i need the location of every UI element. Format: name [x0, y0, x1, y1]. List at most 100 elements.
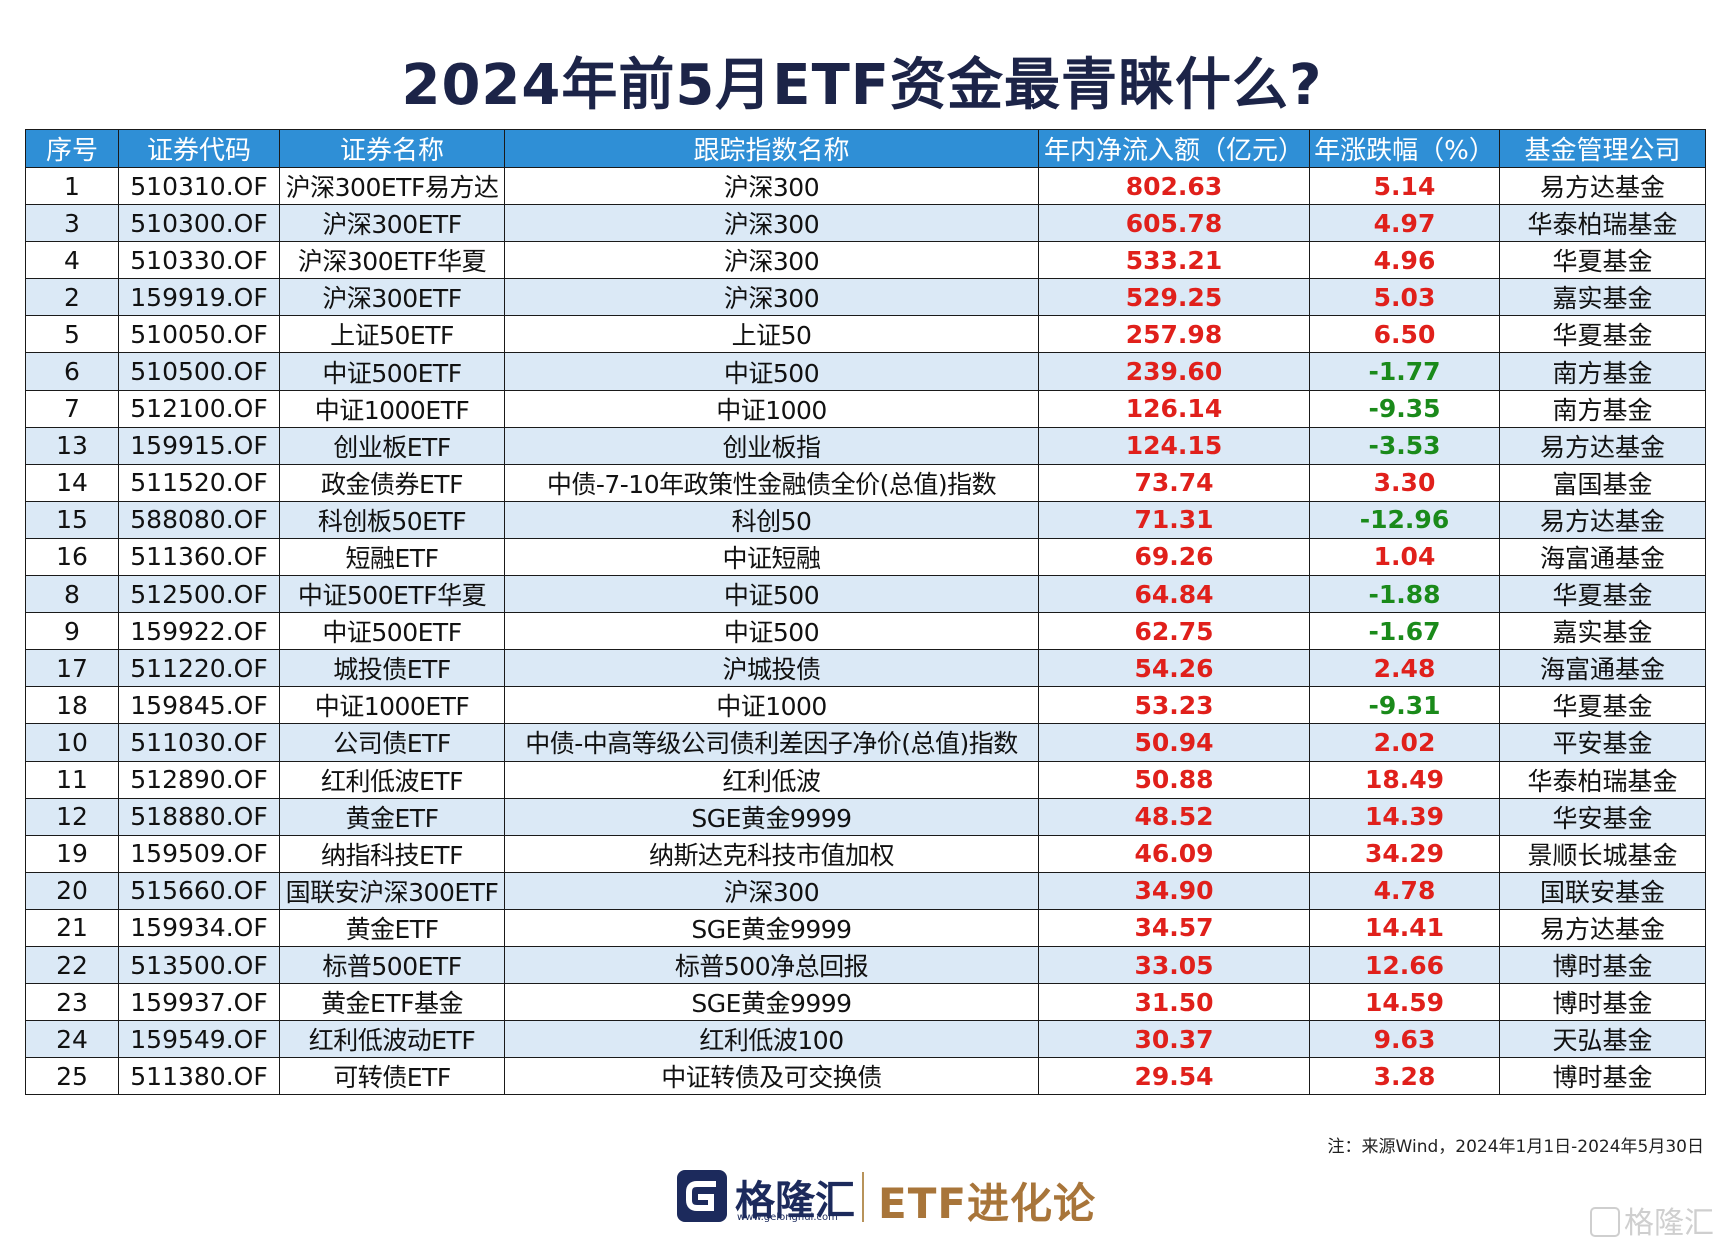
security-code: 159934.OF [118, 908, 280, 947]
index-name: 中证转债及可交换债 [504, 1057, 1039, 1096]
security-name: 黄金ETF基金 [279, 983, 505, 1022]
net-inflow: 239.60 [1038, 352, 1310, 391]
index-name: 红利低波 [504, 760, 1039, 799]
annual-change: -1.88 [1309, 575, 1500, 614]
fund-company: 华夏基金 [1499, 241, 1706, 280]
security-code: 159915.OF [118, 426, 280, 465]
net-inflow: 605.78 [1038, 204, 1310, 243]
header-index: 跟踪指数名称 [504, 129, 1039, 168]
table-row: 15 588080.OF 科创板50ETF 科创50 71.31 -12.96 易方达基金 [25, 500, 1706, 539]
net-inflow: 34.57 [1038, 908, 1310, 947]
fund-company: 平安基金 [1499, 723, 1706, 762]
net-inflow: 48.52 [1038, 797, 1310, 836]
annual-change: 6.50 [1309, 315, 1500, 354]
net-inflow: 257.98 [1038, 315, 1310, 354]
net-inflow: 73.74 [1038, 463, 1310, 502]
index-name: 中证500 [504, 612, 1039, 651]
table-row: 23 159937.OF 黄金ETF基金 SGE黄金9999 31.50 14.59 博时基… [25, 983, 1706, 1022]
annual-change: 3.30 [1309, 463, 1500, 502]
security-name: 纳指科技ETF [279, 834, 505, 873]
security-name: 红利低波ETF [279, 760, 505, 799]
table-row: 19 159509.OF 纳指科技ETF 纳斯达克科技市值加权 46.09 34.29 景顺… [25, 834, 1706, 873]
header-name: 证券名称 [279, 129, 505, 168]
fund-company: 易方达基金 [1499, 500, 1706, 539]
row-number: 7 [25, 389, 119, 428]
fund-company: 海富通基金 [1499, 649, 1706, 688]
security-code: 159922.OF [118, 612, 280, 651]
security-name: 中证1000ETF [279, 686, 505, 725]
security-name: 沪深300ETF易方达 [279, 166, 505, 206]
security-code: 511380.OF [118, 1057, 280, 1096]
table-body: 1 510310.OF 沪深300ETF易方达 沪深300 802.63 5.14 易方达基… [25, 166, 1706, 1096]
source-note: 注：来源Wind，2024年1月1日-2024年5月30日 [1327, 1137, 1704, 1157]
index-name: 沪深300 [504, 871, 1039, 910]
footer-divider [862, 1172, 864, 1222]
security-code: 159845.OF [118, 686, 280, 725]
fund-company: 华夏基金 [1499, 575, 1706, 614]
net-inflow: 29.54 [1038, 1057, 1310, 1096]
net-inflow: 69.26 [1038, 537, 1310, 577]
annual-change: 18.49 [1309, 760, 1500, 799]
net-inflow: 31.50 [1038, 983, 1310, 1022]
annual-change: -1.77 [1309, 352, 1500, 391]
index-name: 中债-7-10年政策性金融债全价(总值)指数 [504, 463, 1039, 502]
annual-change: 3.28 [1309, 1057, 1500, 1096]
index-name: SGE黄金9999 [504, 983, 1039, 1022]
table-row: 2 159919.OF 沪深300ETF 沪深300 529.25 5.03 嘉实基金 [25, 278, 1706, 317]
annual-change: 9.63 [1309, 1020, 1500, 1059]
fund-company: 海富通基金 [1499, 537, 1706, 577]
gelonghui-logo-icon [677, 1170, 727, 1222]
security-name: 国联安沪深300ETF [279, 871, 505, 910]
index-name: 纳斯达克科技市值加权 [504, 834, 1039, 873]
annual-change: -9.31 [1309, 686, 1500, 725]
security-name: 黄金ETF [279, 908, 505, 947]
index-name: 红利低波100 [504, 1020, 1039, 1059]
security-code: 159937.OF [118, 983, 280, 1022]
table-row: 8 512500.OF 中证500ETF华夏 中证500 64.84 -1.88 华夏基金 [25, 575, 1706, 614]
security-code: 511220.OF [118, 649, 280, 688]
annual-change: -1.67 [1309, 612, 1500, 651]
fund-company: 博时基金 [1499, 1057, 1706, 1096]
annual-change: 14.59 [1309, 983, 1500, 1022]
security-code: 512890.OF [118, 760, 280, 799]
row-number: 18 [25, 686, 119, 725]
net-inflow: 46.09 [1038, 834, 1310, 873]
security-name: 沪深300ETF [279, 278, 505, 317]
security-name: 中证500ETF [279, 612, 505, 651]
table-row: 7 512100.OF 中证1000ETF 中证1000 126.14 -9.35 南方基金 [25, 389, 1706, 428]
security-name: 中证1000ETF [279, 389, 505, 428]
fund-company: 华泰柏瑞基金 [1499, 204, 1706, 243]
security-name: 创业板ETF [279, 426, 505, 465]
row-number: 25 [25, 1057, 119, 1096]
net-inflow: 802.63 [1038, 166, 1310, 206]
row-number: 4 [25, 241, 119, 280]
index-name: 标普500净总回报 [504, 945, 1039, 985]
brand-name: 格隆汇 [735, 1178, 855, 1224]
row-number: 20 [25, 871, 119, 910]
table-row: 12 518880.OF 黄金ETF SGE黄金9999 48.52 14.39 华安基金 [25, 797, 1706, 836]
table-row: 10 511030.OF 公司债ETF 中债-中高等级公司债利差因子净价(总值)指数 5… [25, 723, 1706, 762]
row-number: 9 [25, 612, 119, 651]
index-name: 创业板指 [504, 426, 1039, 465]
fund-company: 华夏基金 [1499, 315, 1706, 354]
fund-company: 富国基金 [1499, 463, 1706, 502]
index-name: SGE黄金9999 [504, 797, 1039, 836]
row-number: 15 [25, 500, 119, 539]
security-code: 588080.OF [118, 500, 280, 539]
net-inflow: 533.21 [1038, 241, 1310, 280]
net-inflow: 71.31 [1038, 500, 1310, 539]
annual-change: 4.96 [1309, 241, 1500, 280]
security-code: 513500.OF [118, 945, 280, 985]
table-row: 18 159845.OF 中证1000ETF 中证1000 53.23 -9.31 华夏基金 [25, 686, 1706, 725]
index-name: 沪深300 [504, 278, 1039, 317]
table-row: 3 510300.OF 沪深300ETF 沪深300 605.78 4.97 华泰柏瑞基金 [25, 204, 1706, 243]
net-inflow: 62.75 [1038, 612, 1310, 651]
security-name: 城投债ETF [279, 649, 505, 688]
table-row: 5 510050.OF 上证50ETF 上证50 257.98 6.50 华夏基金 [25, 315, 1706, 354]
security-code: 512100.OF [118, 389, 280, 428]
row-number: 10 [25, 723, 119, 762]
row-number: 8 [25, 575, 119, 614]
net-inflow: 50.88 [1038, 760, 1310, 799]
page-title: 2024年前5月ETF资金最青睐什么? [401, 53, 1323, 118]
security-name: 公司债ETF [279, 723, 505, 762]
